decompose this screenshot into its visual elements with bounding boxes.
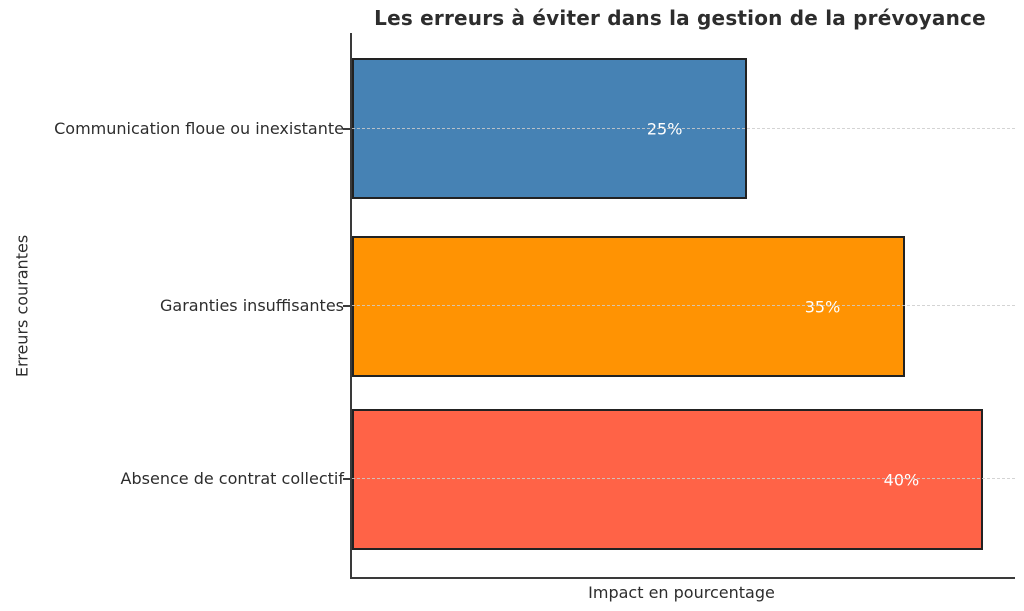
ytick-label-communication: Communication floue ou inexistante — [54, 119, 344, 138]
plot-area: 25% 35% 40% — [350, 33, 1015, 579]
bar-absence-contrat: 40% — [352, 409, 984, 550]
gridline — [352, 305, 1015, 306]
ytick-mark — [343, 128, 350, 130]
chart-title: Les erreurs à éviter dans la gestion de … — [374, 6, 986, 30]
gridline — [352, 128, 1015, 129]
gridline — [352, 478, 1015, 479]
ytick-mark — [343, 478, 350, 480]
ytick-label-absence: Absence de contrat collectif — [120, 469, 344, 488]
bar-value-label: 35% — [804, 297, 841, 316]
ytick-label-garanties: Garanties insuffisantes — [160, 296, 344, 315]
ytick-mark — [343, 305, 350, 307]
bar-garanties-insuffisantes: 35% — [352, 236, 905, 377]
bar-value-label: 40% — [883, 470, 920, 489]
x-axis-title: Impact en pourcentage — [588, 583, 775, 602]
